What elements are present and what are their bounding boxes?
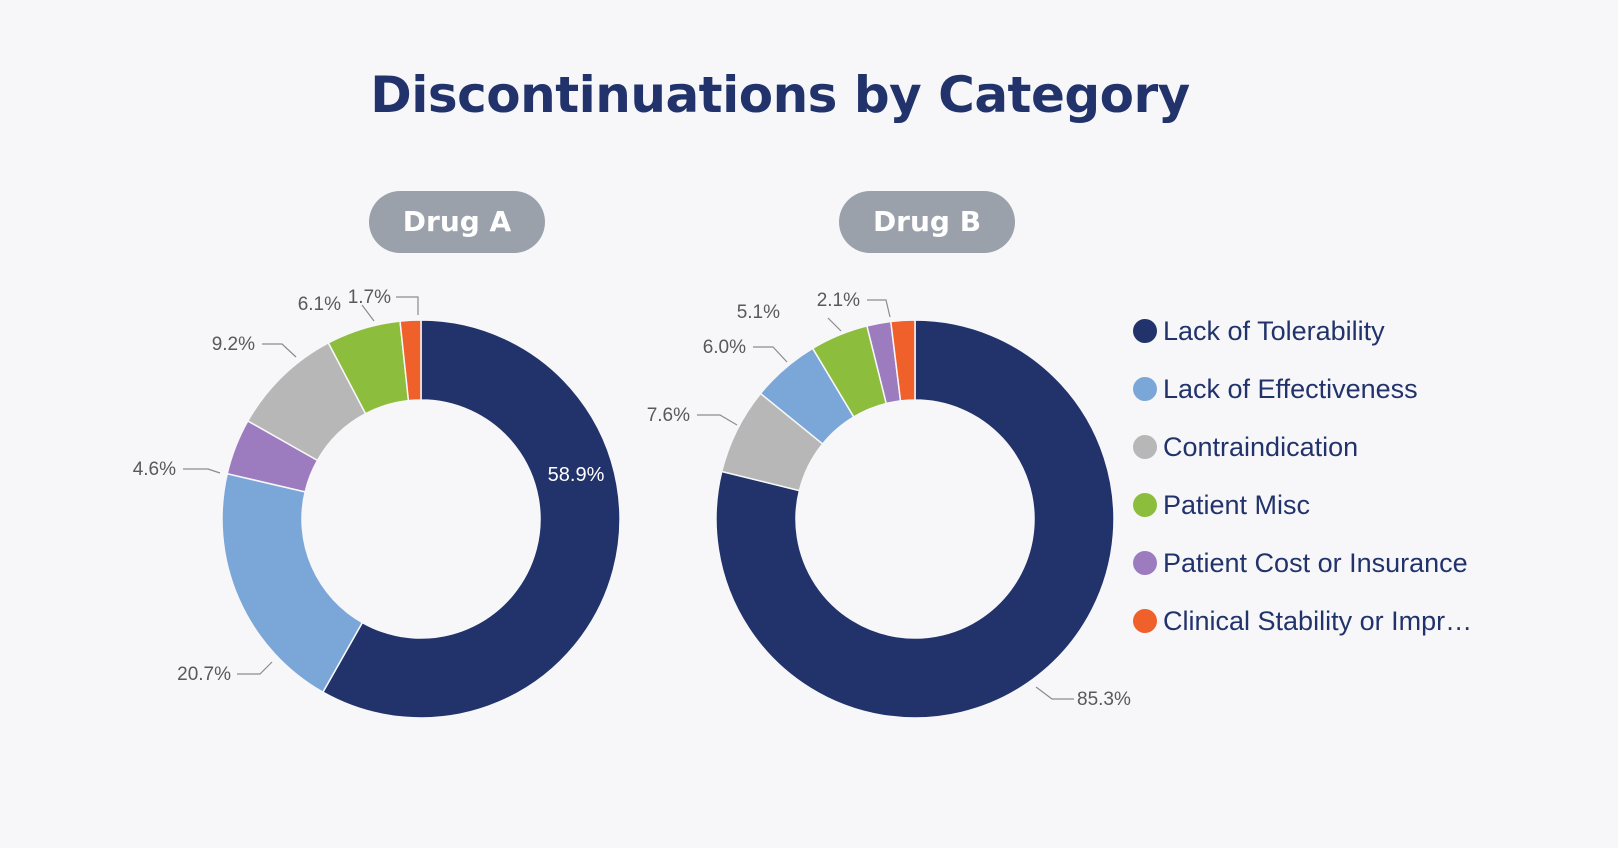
legend-swatch — [1133, 377, 1157, 401]
drug-a-leader-line-contraindication — [262, 343, 297, 358]
drug-a-leader-line-clinical-stability-or-impr — [396, 296, 419, 315]
drug-b-data-label-lack-of-effectiveness: 6.0% — [703, 337, 746, 358]
drug-b-data-label-patient-cost-or-insurance: 2.1% — [817, 290, 860, 311]
drug-b-leader-line-patient-cost-or-insurance — [867, 299, 891, 318]
drug-a-slice-clinical-stability-or-impr[interactable] — [399, 319, 422, 402]
legend-label: Clinical Stability or Impr… — [1163, 605, 1473, 636]
legend-swatch — [1133, 435, 1157, 459]
drug-a-slice-lack-of-effectiveness[interactable] — [221, 472, 364, 694]
drug-b-label: Drug B — [839, 191, 1015, 253]
drug-a-slice-lack-of-tolerability[interactable] — [321, 319, 621, 719]
drug-b-leader-line-lack-of-effectiveness — [753, 346, 788, 363]
legend-label: Lack of Effectiveness — [1163, 373, 1418, 404]
drug-a-data-label-contraindication: 9.2% — [212, 334, 255, 355]
chart-title: Discontinuations by Category — [370, 66, 1190, 124]
legend-item-contraindication[interactable]: Contraindication — [1133, 418, 1472, 476]
drug-b-leader-line-lack-of-tolerability — [1035, 686, 1074, 700]
drug-b-data-label-contraindication: 7.6% — [647, 405, 690, 426]
drug-a-data-label-patient-cost-or-insurance: 4.6% — [133, 459, 176, 480]
legend-label: Lack of Tolerability — [1163, 315, 1385, 346]
legend-label: Contraindication — [1163, 431, 1359, 462]
drug-a-leader-line-patient-cost-or-insurance — [183, 468, 221, 474]
drug-a-data-label-lack-of-tolerability: 58.9% — [548, 464, 605, 486]
legend-swatch — [1133, 319, 1157, 343]
drug-a-label: Drug A — [369, 191, 545, 253]
drug-b-slice-clinical-stability-or-impr[interactable] — [889, 319, 916, 402]
drug-b-data-label-patient-misc: 5.1% — [737, 302, 780, 323]
legend-item-patient-misc[interactable]: Patient Misc — [1133, 476, 1472, 534]
legend: Lack of Tolerability Lack of Effectivenes… — [1133, 302, 1472, 650]
legend-swatch — [1133, 493, 1157, 517]
drug-b-leader-line-contraindication — [697, 414, 738, 426]
legend-item-lack-of-effectiveness[interactable]: Lack of Effectiveness — [1133, 360, 1472, 418]
drug-b-slice-lack-of-tolerability[interactable] — [715, 319, 1115, 719]
legend-label: Patient Misc — [1163, 489, 1311, 520]
legend-swatch — [1133, 551, 1157, 575]
legend-item-clinical-stability-or-impr[interactable]: Clinical Stability or Impr… — [1133, 592, 1472, 650]
drug-a-data-label-clinical-stability-or-impr: 1.7% — [348, 287, 391, 308]
legend-swatch — [1133, 609, 1157, 633]
drug-b-data-label-lack-of-tolerability: 85.3% — [1077, 689, 1131, 710]
legend-label: Patient Cost or Insurance — [1163, 547, 1468, 578]
legend-item-patient-cost-or-insurance[interactable]: Patient Cost or Insurance — [1133, 534, 1472, 592]
drug-a-data-label-patient-misc: 6.1% — [298, 294, 341, 315]
drug-a-leader-line-patient-misc — [361, 304, 375, 322]
donut-chart-drug-a: 58.9% 20.7% 9.2% 6.1% 4.6% 1.7% — [133, 287, 621, 719]
drug-a-leader-line-lack-of-effectiveness — [237, 661, 273, 675]
drug-a-data-label-lack-of-effectiveness: 20.7% — [177, 664, 231, 685]
legend-item-lack-of-tolerability[interactable]: Lack of Tolerability — [1133, 302, 1472, 360]
drug-b-leader-line-patient-misc — [827, 317, 842, 332]
donut-chart-drug-b: 85.3% 6.0% 7.6% 5.1% 2.1% — [647, 290, 1131, 719]
